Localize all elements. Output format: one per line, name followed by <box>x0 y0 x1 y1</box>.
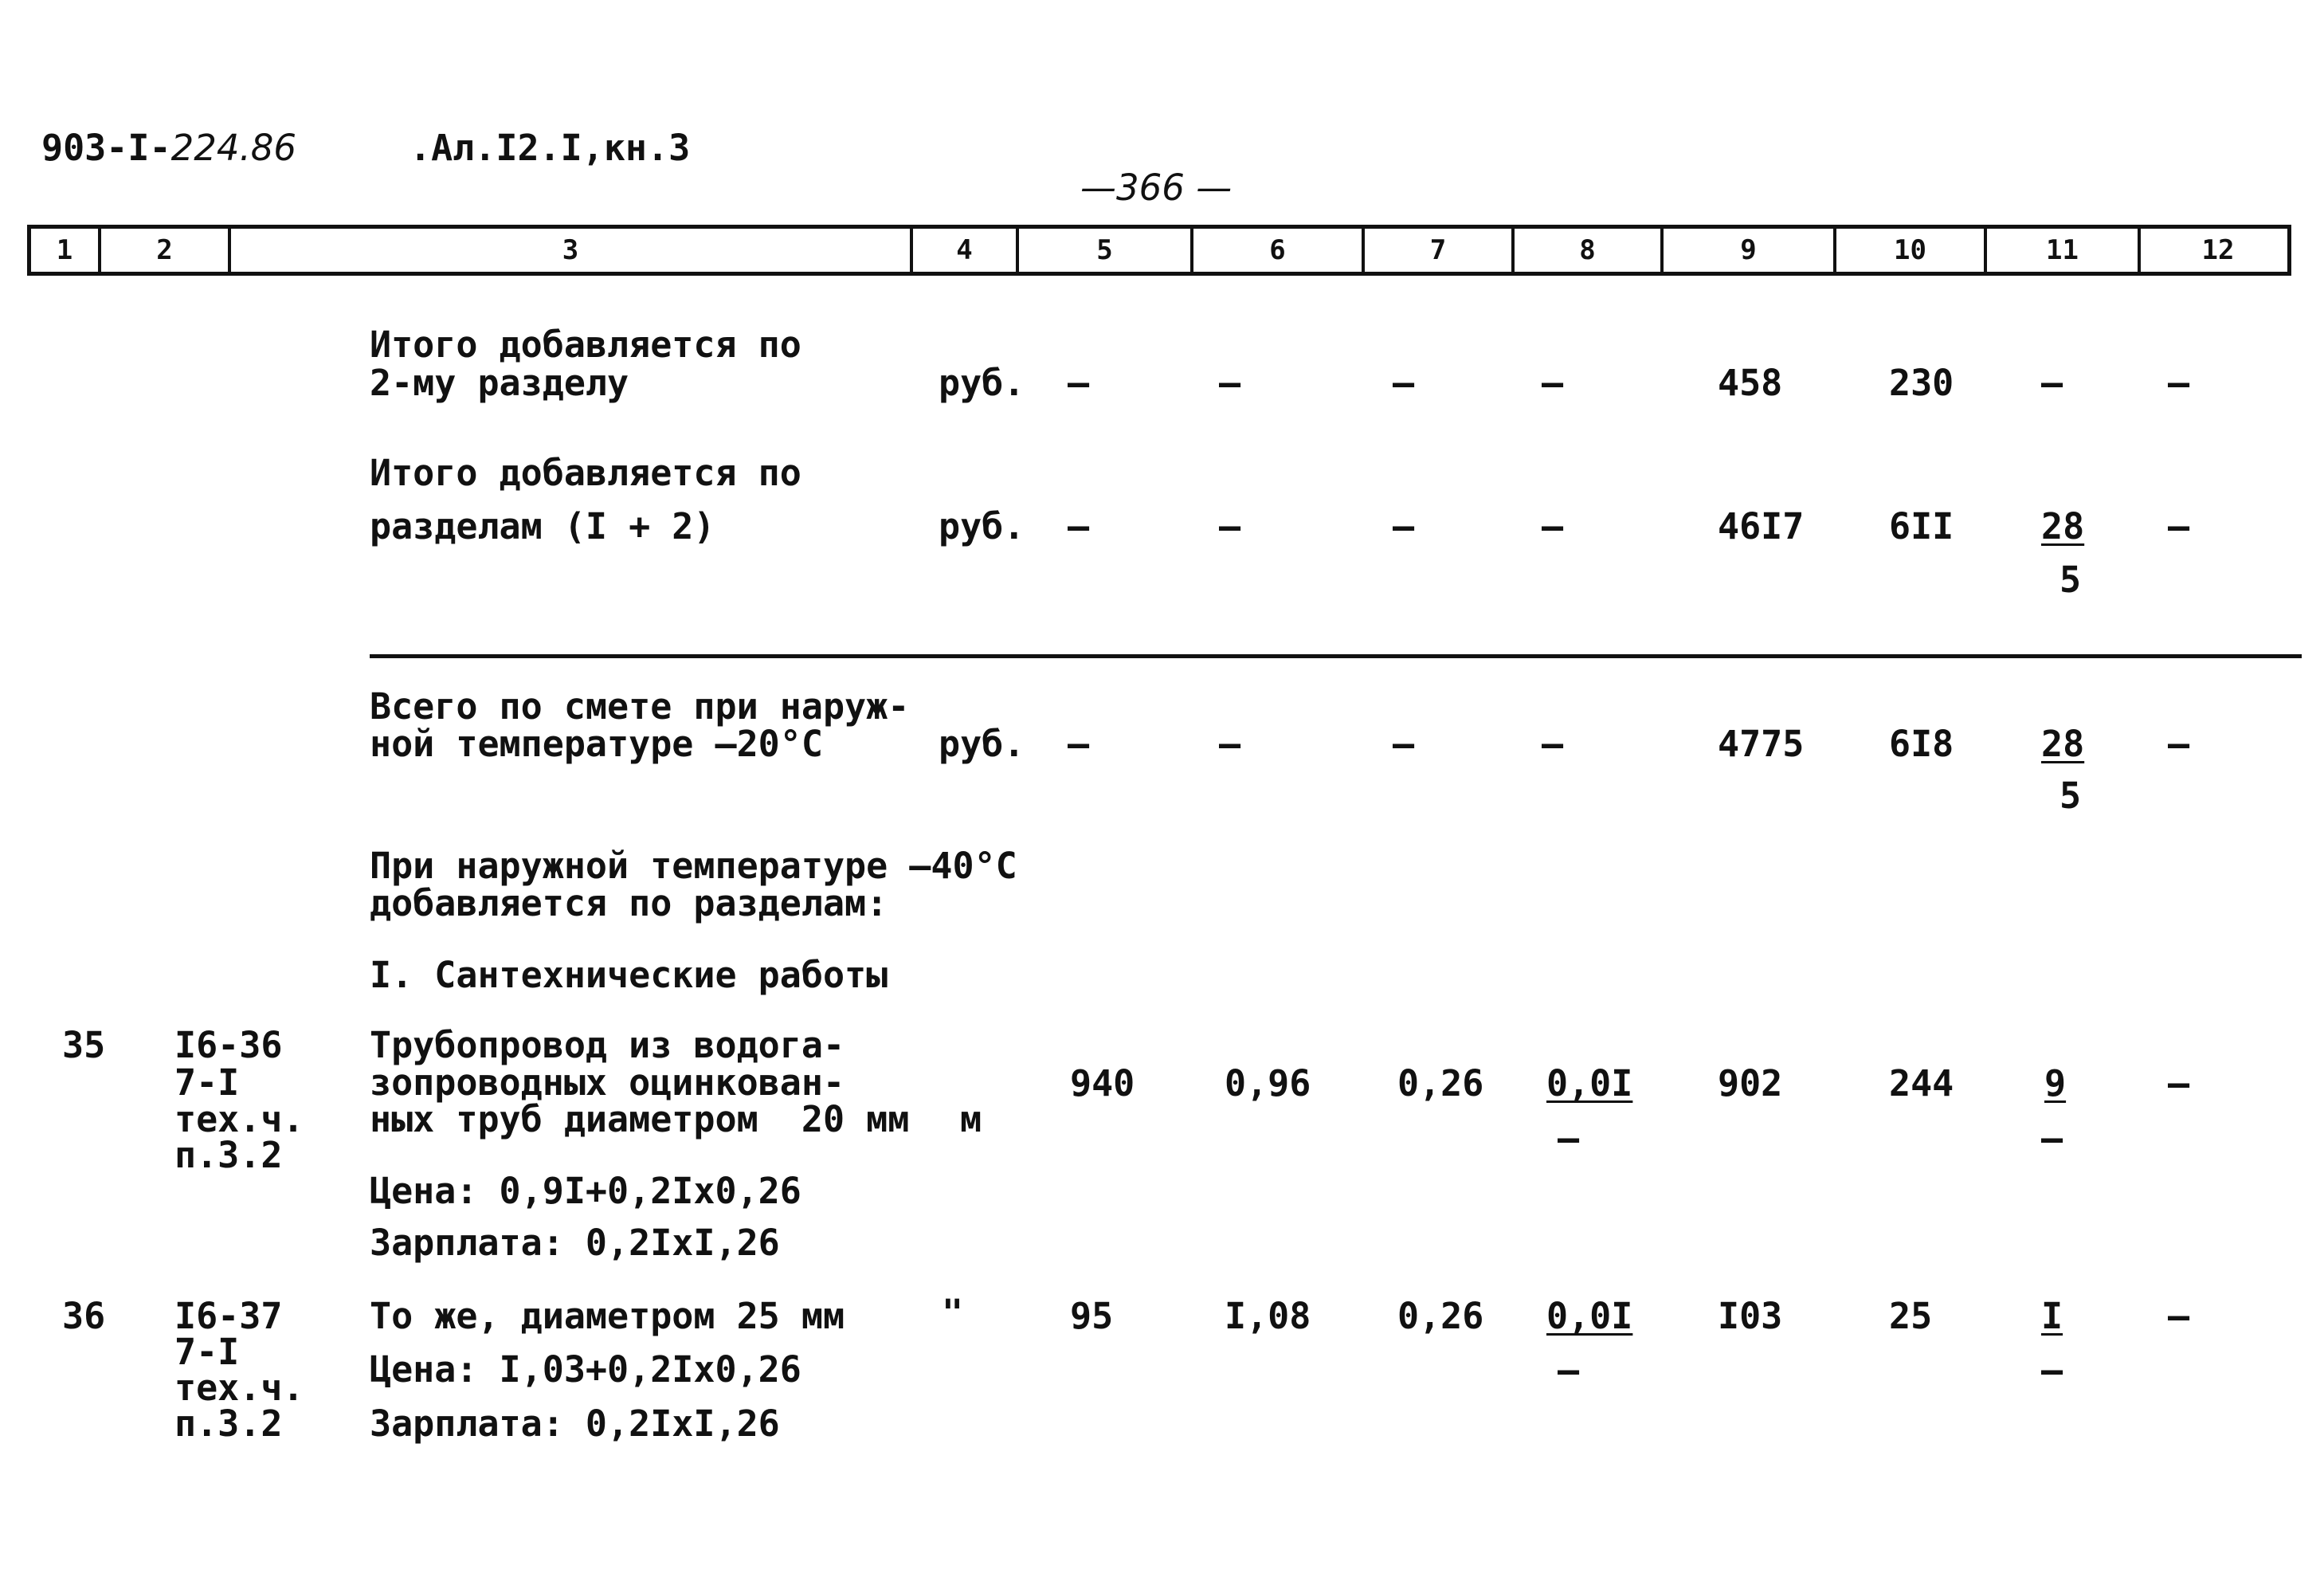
fraction-numerator: 28 <box>2041 723 2085 765</box>
col-8: 8 <box>1511 229 1660 272</box>
cell: 244 <box>1889 1062 1954 1104</box>
col-7: 7 <box>1362 229 1511 272</box>
cell: 25 <box>1889 1295 1933 1337</box>
cell: 4775 <box>1718 723 1805 765</box>
cell: 230 <box>1889 362 1954 404</box>
cell: – <box>2168 723 2190 765</box>
cell: 6I8 <box>1889 723 1954 765</box>
ref: п.3.2 <box>174 1134 283 1176</box>
cell: – <box>1393 723 1415 765</box>
row-text: Итого добавляется по <box>370 324 801 366</box>
doc-code: 903-I-224.86 <box>41 130 296 167</box>
fraction-denominator: – <box>1558 1117 1580 1159</box>
cell: – <box>2041 362 2063 404</box>
row-text: ных труб диаметром 20 мм <box>370 1098 910 1140</box>
col-3: 3 <box>228 229 910 272</box>
cell: 95 <box>1070 1295 1114 1337</box>
col-11: 11 <box>1984 229 2138 272</box>
cell: 902 <box>1718 1062 1783 1104</box>
col-10: 10 <box>1833 229 1984 272</box>
doc-code-handwritten: 224.86 <box>170 127 297 169</box>
fraction-denominator: – <box>2041 1117 2063 1159</box>
cell: – <box>1542 723 1564 765</box>
salary-formula: Зарплата: 0,2IxI,26 <box>370 1402 780 1445</box>
divider-line <box>370 654 2302 658</box>
cell: 0,26 <box>1397 1295 1484 1337</box>
ref: I6-37 <box>174 1295 283 1337</box>
cell: I,08 <box>1225 1295 1311 1337</box>
cell: – <box>1219 505 1241 547</box>
col-6: 6 <box>1190 229 1362 272</box>
column-number-header: 1 2 3 4 5 6 7 8 9 10 11 12 <box>27 225 2291 276</box>
col-9: 9 <box>1660 229 1833 272</box>
cell: – <box>1542 505 1564 547</box>
cell: – <box>2168 505 2190 547</box>
cell: – <box>1542 362 1564 404</box>
salary-formula: Зарплата: 0,2IxI,26 <box>370 1222 780 1264</box>
col-5: 5 <box>1016 229 1190 272</box>
row-text: Всего по смете при наруж- <box>370 685 910 728</box>
unit: руб. <box>939 362 1025 404</box>
row-text: То же, диаметром 25 мм <box>370 1295 845 1337</box>
ref: 7-I <box>174 1061 240 1104</box>
unit: руб. <box>939 505 1025 547</box>
row-text: Итого добавляется по <box>370 452 801 494</box>
fraction-numerator: 28 <box>2041 505 2085 547</box>
unit: " <box>942 1292 964 1334</box>
fraction-denominator: – <box>2041 1349 2063 1391</box>
row-text: зопроводных оцинкован- <box>370 1061 845 1104</box>
fraction-denominator: 5 <box>2059 559 2082 601</box>
cell: 458 <box>1718 362 1783 404</box>
cell: – <box>1068 723 1090 765</box>
unit: руб. <box>939 723 1025 765</box>
col-1: 1 <box>56 234 73 266</box>
row-text: разделам (I + 2) <box>370 505 715 547</box>
cell: 940 <box>1070 1062 1135 1104</box>
item-number: 35 <box>62 1024 106 1066</box>
note-text: При наружной температуре –40°C <box>370 845 1017 887</box>
fraction-denominator: – <box>1558 1349 1580 1391</box>
page-number: —366 — <box>1080 167 1233 209</box>
cell: – <box>2168 362 2190 404</box>
cell: – <box>1068 505 1090 547</box>
row-text: 2-му разделу <box>370 362 629 404</box>
cell: – <box>2168 1062 2190 1104</box>
cell: – <box>1219 362 1241 404</box>
col-12: 12 <box>2138 229 2295 272</box>
doc-code-prefix: 903-I- <box>41 127 171 169</box>
ref: тех.ч. <box>174 1367 304 1409</box>
cell: 0,26 <box>1397 1062 1484 1104</box>
cell: – <box>1219 723 1241 765</box>
col-2: 2 <box>98 229 228 272</box>
fraction-numerator: 0,0I <box>1546 1062 1633 1104</box>
ref: I6-36 <box>174 1024 283 1066</box>
price-formula: Цена: 0,9I+0,2Ix0,26 <box>370 1170 801 1212</box>
row-text: Трубопровод из водога- <box>370 1024 845 1066</box>
album-ref: .Ал.I2.I,кн.3 <box>410 127 691 169</box>
price-formula: Цена: I,03+0,2Ix0,26 <box>370 1348 801 1391</box>
row-text: ной температуре –20°C <box>370 723 823 765</box>
unit: м <box>960 1098 982 1140</box>
cell: – <box>1393 362 1415 404</box>
fraction-numerator: 0,0I <box>1546 1295 1633 1337</box>
section-title: I. Сантехнические работы <box>370 954 888 996</box>
cell: 0,96 <box>1225 1062 1311 1104</box>
cell: – <box>1068 362 1090 404</box>
fraction-denominator: 5 <box>2059 775 2082 817</box>
item-number: 36 <box>62 1295 106 1337</box>
ref: 7-I <box>174 1331 240 1373</box>
note-text: добавляется по разделам: <box>370 882 888 924</box>
cell: – <box>1393 505 1415 547</box>
ref: п.3.2 <box>174 1402 283 1445</box>
cell: 6II <box>1889 505 1954 547</box>
fraction-numerator: 9 <box>2044 1062 2067 1104</box>
ref: тех.ч. <box>174 1098 304 1140</box>
cell: 46I7 <box>1718 505 1805 547</box>
cell: I03 <box>1718 1295 1783 1337</box>
fraction-numerator: I <box>2041 1295 2063 1337</box>
col-4: 4 <box>910 229 1016 272</box>
cell: – <box>2168 1295 2190 1337</box>
